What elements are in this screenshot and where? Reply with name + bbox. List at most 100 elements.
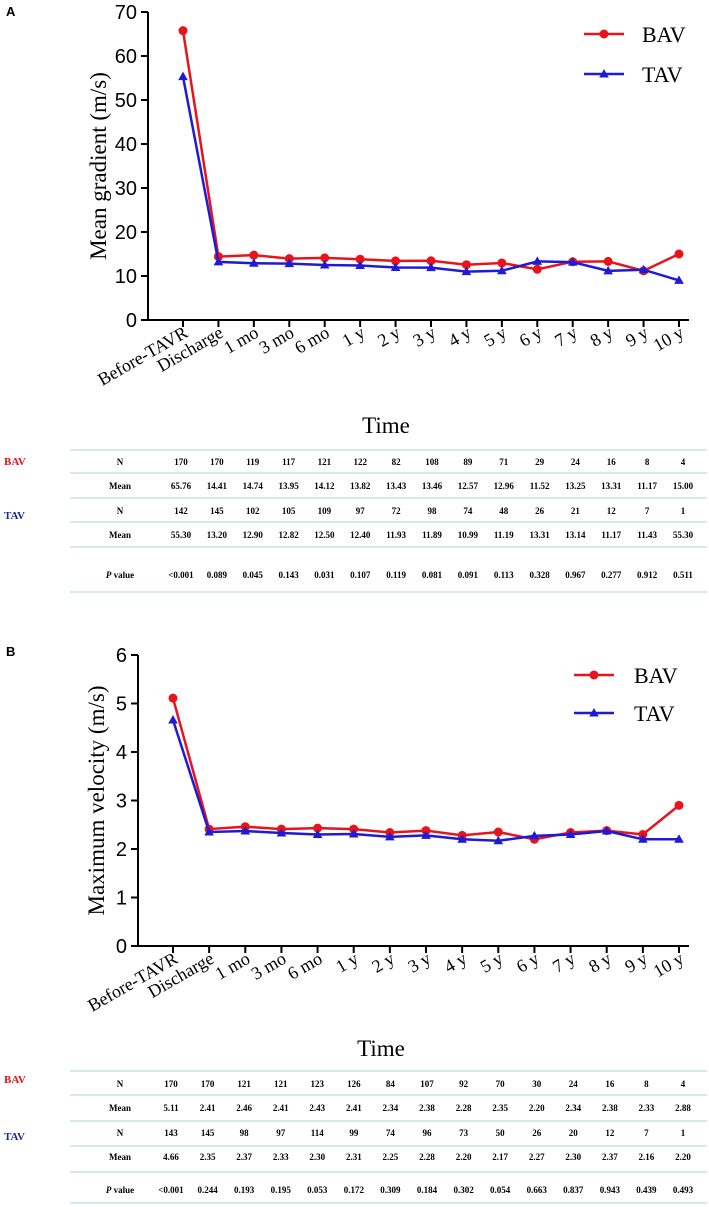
table-cell: 96 [423,1128,433,1138]
table-cell: 13.20 [207,530,228,540]
x-tick-label: 9 y [621,948,650,977]
y-tick-label: 10 [115,266,137,288]
table-cell: 2.46 [236,1103,252,1113]
table-cell: 7 [645,506,650,516]
data-point-tav [674,834,684,843]
table-cell: 8 [645,457,650,467]
y-tick-label: 2 [116,839,127,861]
table-cell: 24 [569,1079,579,1089]
data-point-bav [320,253,330,263]
table-cell: 8 [644,1079,649,1089]
table-cell: 13.31 [601,481,622,491]
table-cell: 2.33 [639,1103,655,1113]
x-tick-label: 2 y [374,322,403,351]
data-point-tav [178,71,188,81]
table-cell: 2.17 [492,1152,508,1162]
x-tick-label: 4 y [445,322,474,351]
table-cell: 1 [681,506,686,516]
table-cell: 2.34 [565,1103,581,1113]
table-cell: 109 [318,506,332,516]
table-cell: 13.46 [422,481,443,491]
table-row-label: Mean [109,530,131,540]
table-row-label: P value [106,1185,134,1195]
data-point-tav [213,256,224,266]
data-point-tav [426,262,436,272]
table-cell: 107 [420,1079,434,1089]
panel-letter: B [6,644,15,659]
table-cell: 0.309 [380,1185,401,1195]
y-tick-label: 1 [116,888,127,910]
table-cell: 143 [164,1128,178,1138]
table-cell: 0.663 [527,1185,548,1195]
table-cell: <0.001 [158,1185,184,1195]
x-tick-label: 6 y [516,322,545,351]
table-cell: 102 [246,506,260,516]
table-cell: 0.091 [458,570,479,580]
table-cell: 13.82 [350,481,371,491]
table-cell: 142 [174,506,188,516]
table-row-label: Mean [109,1103,131,1113]
table-row-label: N [117,1079,124,1089]
y-tick-label: 5 [116,694,127,716]
table-cell: 12.90 [243,530,264,540]
x-tick-label: 3 y [405,948,434,977]
data-point-tav [240,826,251,835]
data-point-bav [168,693,178,703]
table-cell: 170 [174,457,188,467]
table-row-label: N [117,506,124,516]
table-cell: 0.031 [314,570,335,580]
y-tick-label: 50 [115,90,137,112]
table-cell: 2.35 [200,1152,216,1162]
table-cell: 2.34 [383,1103,399,1113]
x-tick-label: 2 y [368,948,397,977]
table-cell: 13.25 [565,481,586,491]
table-cell: 2.37 [602,1152,618,1162]
table-cell: 2.41 [346,1103,362,1113]
table-cell: 16 [605,1079,615,1089]
x-tick-label: 6 mo [291,322,333,358]
table-cell: 0.054 [490,1185,511,1195]
series-line-tav [181,76,680,282]
legend-marker-tav [589,708,599,717]
data-point-tav [565,829,576,838]
table-cell: 13.95 [278,481,299,491]
data-point-tav [532,256,543,265]
x-tick-label: 5 y [480,322,509,351]
table-cell: 2.28 [419,1152,435,1162]
data-point-tav [204,827,214,836]
series-line-bav [171,697,680,841]
table-cell: 97 [276,1128,286,1138]
table-cell: 2.27 [529,1152,545,1162]
table-cell: 145 [201,1128,215,1138]
table-cell: 2.20 [675,1152,691,1162]
table-cell: 105 [282,506,296,516]
series-line-tav [171,719,679,843]
table-cell: 170 [210,457,224,467]
table-cell: 11.43 [637,530,657,540]
table-cell: 117 [282,457,296,467]
table-row: N 142 145 102 105 109 97 72 98 74 48 26 21 12 7 1 [117,506,686,516]
table-cell: 0.053 [307,1185,328,1195]
table-cell: 14.12 [314,481,335,491]
x-tick-label: 3 y [410,322,439,351]
table-cell: 2.16 [639,1152,655,1162]
table-group-tav: TAV [4,1131,25,1143]
table-cell: 0.119 [386,570,406,580]
table-cell: 71 [499,457,509,467]
table-cell: 2.30 [309,1152,325,1162]
table-cell: 55.30 [673,530,694,540]
table-cell: 2.41 [273,1103,289,1113]
table-cell: 170 [201,1079,215,1089]
table-cell: 2.41 [200,1103,216,1113]
y-tick-label: 40 [115,134,137,156]
table-cell: 2.35 [492,1103,508,1113]
table-cell: 26 [532,1128,542,1138]
table-cell: 65.76 [171,481,192,491]
table-cell: 170 [164,1079,178,1089]
table-row-label-italic: P [106,570,112,580]
table-cell: 82 [392,457,402,467]
table-row-label-suffix: value [111,1185,134,1195]
